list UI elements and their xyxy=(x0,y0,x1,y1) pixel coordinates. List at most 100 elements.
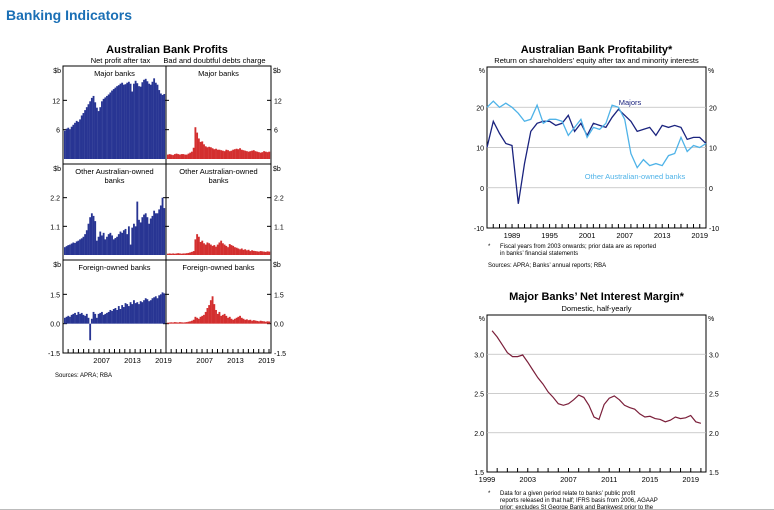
profits-bar-bad-debts xyxy=(261,251,264,255)
profits-bar-bad-debts xyxy=(199,316,202,324)
profits-bar-bad-debts xyxy=(182,154,185,159)
profits-bar-net-profit xyxy=(117,306,120,324)
profits-bar-bad-debts xyxy=(172,322,175,324)
profits-bar-bad-debts xyxy=(211,148,214,159)
profits-bar-net-profit xyxy=(122,230,125,255)
profits-bar-bad-debts xyxy=(259,152,262,159)
profits-bar-bad-debts xyxy=(170,154,173,159)
profits-y-tick-label-left: 12 xyxy=(52,98,60,105)
profits-panel-label-left: Major banks xyxy=(94,69,135,78)
profits-bar-net-profit xyxy=(90,97,93,159)
profits-bar-bad-debts xyxy=(257,321,260,324)
profitability-y-tick-label-right: 10 xyxy=(709,146,717,153)
profits-bar-net-profit xyxy=(89,217,92,255)
profits-bar-net-profit xyxy=(101,311,103,324)
nim-subtitle: Domestic, half-yearly xyxy=(561,304,631,313)
profitability-x-tick-label: 2007 xyxy=(616,231,633,240)
profits-bar-net-profit xyxy=(92,95,95,159)
profits-bar-bad-debts xyxy=(173,154,176,159)
profits-bar-net-profit xyxy=(69,129,71,159)
profits-bar-net-profit xyxy=(99,312,102,324)
profits-bar-bad-debts xyxy=(263,251,265,255)
profits-bar-bad-debts xyxy=(242,318,245,324)
profits-bar-net-profit xyxy=(138,219,140,255)
profits-bar-net-profit xyxy=(124,228,127,255)
profitability-title: Australian Bank Profitability* xyxy=(521,44,673,56)
profits-bar-net-profit xyxy=(139,86,142,159)
profits-bar-bad-debts xyxy=(185,253,188,255)
profits-bar-bad-debts xyxy=(233,247,236,255)
profits-bar-bad-debts xyxy=(184,322,187,324)
profits-bar-bad-debts xyxy=(185,154,188,159)
profits-bar-bad-debts xyxy=(209,244,212,255)
profits-bar-net-profit xyxy=(116,86,119,159)
profits-bar-bad-debts xyxy=(230,150,233,159)
profits-bar-net-profit xyxy=(101,235,103,255)
profits-bar-bad-debts xyxy=(249,151,252,159)
profits-bar-net-profit xyxy=(92,215,95,255)
profits-y-tick-label-left: 1.1 xyxy=(50,224,60,231)
profits-bar-net-profit xyxy=(87,317,90,324)
profits-bar-net-profit xyxy=(151,215,154,255)
profits-bar-net-profit xyxy=(121,305,124,324)
profits-bar-bad-debts xyxy=(187,153,190,159)
profits-bar-bad-debts xyxy=(215,148,217,159)
profits-bar-net-profit xyxy=(119,309,122,324)
profits-bar-net-profit xyxy=(80,238,83,255)
profits-y-tick-label-left: 2.2 xyxy=(50,196,60,203)
profits-bar-net-profit xyxy=(95,240,98,255)
profits-bar-bad-debts xyxy=(216,149,219,159)
profits-bar-bad-debts xyxy=(215,309,217,324)
profits-bar-net-profit xyxy=(139,301,142,324)
profits-bar-bad-debts xyxy=(196,317,199,324)
profits-bar-bad-debts xyxy=(240,248,243,255)
profits-bar-bad-debts xyxy=(235,148,238,159)
profitability-x-tick-label: 2001 xyxy=(579,231,596,240)
profits-bar-net-profit xyxy=(114,87,117,159)
profits-bar-net-profit xyxy=(97,111,100,159)
profits-bar-bad-debts xyxy=(206,147,209,159)
profits-bar-net-profit xyxy=(156,213,159,255)
profits-bar-net-profit xyxy=(112,89,115,159)
profits-bar-bad-debts xyxy=(249,251,252,255)
profits-bar-net-profit xyxy=(69,316,71,324)
profits-title: Australian Bank Profits xyxy=(106,44,228,56)
profits-bar-net-profit xyxy=(106,312,108,324)
profitability-x-tick-label: 2019 xyxy=(691,231,708,240)
profitability-y-tick-label-left: 20 xyxy=(476,105,484,112)
profits-bar-net-profit xyxy=(97,236,100,255)
profits-bar-net-profit xyxy=(65,316,68,324)
profits-bar-bad-debts xyxy=(247,151,250,159)
profits-bar-net-profit xyxy=(136,302,139,324)
profits-bar-bad-debts xyxy=(228,244,231,255)
profits-bar-bad-debts xyxy=(175,153,178,159)
profits-bar-net-profit xyxy=(131,227,134,255)
profits-bar-net-profit xyxy=(85,313,88,324)
profits-bar-bad-debts xyxy=(199,241,202,255)
profits-bar-bad-debts xyxy=(220,315,223,324)
profitability-subtitle: Return on shareholders’ equity after tax… xyxy=(494,56,699,65)
profits-unit-left: $b xyxy=(53,262,61,269)
profits-bar-bad-debts xyxy=(189,152,192,159)
profits-bar-bad-debts xyxy=(223,151,226,159)
profits-bar-bad-debts xyxy=(189,321,192,324)
profits-bar-net-profit xyxy=(129,83,132,159)
profits-bar-net-profit xyxy=(143,79,145,159)
profits-bar-bad-debts xyxy=(228,316,231,324)
profits-bar-bad-debts xyxy=(191,251,193,255)
profits-bar-net-profit xyxy=(106,95,108,159)
profits-bar-bad-debts xyxy=(245,151,248,159)
profits-bar-bad-debts xyxy=(177,154,180,159)
profits-bar-net-profit xyxy=(148,83,150,159)
profits-col-header-net-profit: Net profit after tax xyxy=(91,56,151,65)
profits-bar-bad-debts xyxy=(223,313,226,324)
profitability-y-tick-label-right: -10 xyxy=(709,226,719,233)
profits-unit-left: $b xyxy=(53,166,61,173)
profits-bar-net-profit xyxy=(107,94,110,159)
profits-bar-net-profit xyxy=(151,298,154,324)
profits-bar-net-profit xyxy=(70,314,73,324)
profits-bar-bad-debts xyxy=(209,300,212,324)
profits-bar-bad-debts xyxy=(204,146,207,159)
profits-bar-net-profit xyxy=(133,83,135,159)
profits-bar-bad-debts xyxy=(201,315,204,324)
